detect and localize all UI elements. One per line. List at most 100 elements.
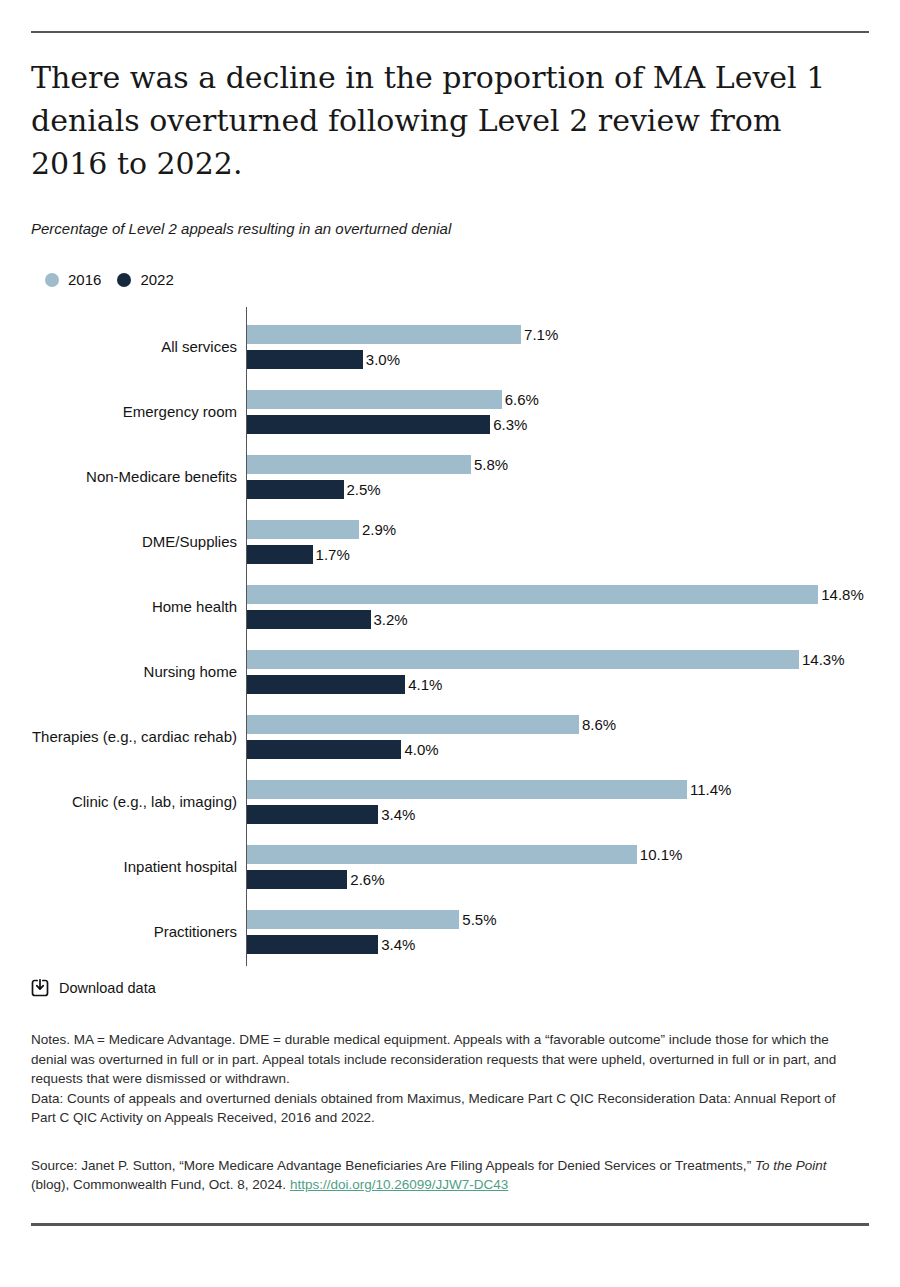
- bar-line: 1.7%: [247, 545, 869, 564]
- category-label: Inpatient hospital: [31, 858, 246, 875]
- value-label: 11.4%: [690, 781, 731, 798]
- bar-group: 14.3% 4.1%: [246, 650, 869, 694]
- category-label: Clinic (e.g., lab, imaging): [31, 793, 246, 810]
- bar-2016: [247, 520, 359, 539]
- value-label: 4.1%: [408, 676, 442, 693]
- value-label: 3.4%: [381, 806, 415, 823]
- bar-group: 5.5%3.4%: [246, 910, 869, 954]
- bar-2022: [247, 480, 344, 499]
- source-block: Source: Janet P. Sutton, “More Medicare …: [31, 1156, 853, 1195]
- legend-label-2022: 2022: [140, 271, 173, 288]
- source-link[interactable]: https://doi.org/10.26099/JJW7-DC43: [290, 1177, 508, 1192]
- download-label: Download data: [59, 980, 156, 996]
- chart-row: Clinic (e.g., lab, imaging) 11.4% 3.4%: [31, 769, 869, 834]
- bar-2022: [247, 415, 490, 434]
- legend-item-2022: 2022: [117, 271, 173, 288]
- bar-2016: [247, 780, 687, 799]
- bar-2016: [247, 455, 471, 474]
- chart-row: Nursing home 14.3% 4.1%: [31, 639, 869, 704]
- value-label: 2.6%: [350, 871, 384, 888]
- value-label: 8.6%: [582, 716, 616, 733]
- value-label: 3.4%: [381, 936, 415, 953]
- page-title-line: 2016 to 2022.: [31, 142, 869, 185]
- bar-line: 4.0%: [247, 740, 869, 759]
- chart-axis: [246, 307, 247, 966]
- value-label: 3.2%: [374, 611, 408, 628]
- value-label: 4.0%: [404, 741, 438, 758]
- value-label: 3.0%: [366, 351, 400, 368]
- value-label: 14.3%: [802, 651, 845, 668]
- value-label: 1.7%: [316, 546, 350, 563]
- category-label: Therapies (e.g., cardiac rehab): [31, 728, 246, 745]
- notes-block: Notes. MA = Medicare Advantage. DME = du…: [31, 1030, 853, 1128]
- bar-2022: [247, 870, 347, 889]
- bar-2016: [247, 845, 637, 864]
- legend-dot-2016: [45, 273, 59, 287]
- value-label: 2.5%: [347, 481, 381, 498]
- bar-2022: [247, 675, 405, 694]
- bar-2016: [247, 585, 818, 604]
- source-italic: To the Point: [755, 1158, 827, 1173]
- chart-subtitle: Percentage of Level 2 appeals resulting …: [31, 220, 869, 237]
- value-label: 5.8%: [474, 456, 508, 473]
- bar-line: 2.6%: [247, 870, 869, 889]
- category-label: Nursing home: [31, 663, 246, 680]
- value-label: 6.3%: [493, 416, 527, 433]
- value-label: 2.9%: [362, 521, 396, 538]
- bar-group: 6.6% 6.3%: [246, 390, 869, 434]
- chart-legend: 2016 2022: [31, 271, 869, 288]
- value-label: 7.1%: [524, 326, 558, 343]
- page-title-line: denials overturned following Level 2 rev…: [31, 99, 869, 142]
- bar-chart: All services7.1%3.0%Emergency room6.6%6.…: [31, 307, 869, 966]
- chart-row: Non-Medicare benefits 5.8% 2.5%: [31, 444, 869, 509]
- category-label: Practitioners: [31, 923, 246, 940]
- chart-row: DME/Supplies 2.9% 1.7%: [31, 509, 869, 574]
- chart-row: Home health14.8% 3.2%: [31, 574, 869, 639]
- source-text-2: (blog), Commonwealth Fund, Oct. 8, 2024.: [31, 1177, 290, 1192]
- page-title-line: There was a decline in the proportion of…: [31, 56, 869, 99]
- bar-line: 5.8%: [247, 455, 869, 474]
- bar-line: 6.3%: [247, 415, 869, 434]
- chart-rows: All services7.1%3.0%Emergency room6.6%6.…: [31, 314, 869, 964]
- bar-2016: [247, 325, 521, 344]
- bar-group: 10.1% 2.6%: [246, 845, 869, 889]
- bar-2016: [247, 715, 579, 734]
- bar-line: 3.0%: [247, 350, 869, 369]
- bar-group: 8.6% 4.0%: [246, 715, 869, 759]
- chart-row: Inpatient hospital 10.1% 2.6%: [31, 834, 869, 899]
- value-label: 10.1%: [640, 846, 683, 863]
- bar-line: 3.2%: [247, 610, 869, 629]
- category-label: Home health: [31, 598, 246, 615]
- value-label: 6.6%: [505, 391, 539, 408]
- bar-group: 2.9% 1.7%: [246, 520, 869, 564]
- category-label: Non-Medicare benefits: [31, 468, 246, 485]
- top-rule: [31, 31, 869, 33]
- download-icon: [31, 979, 49, 997]
- chart-row: Emergency room6.6%6.3%: [31, 379, 869, 444]
- chart-row: Practitioners5.5%3.4%: [31, 899, 869, 964]
- data-note-text: Data: Counts of appeals and overturned d…: [31, 1089, 853, 1128]
- legend-item-2016: 2016: [45, 271, 101, 288]
- chart-row: Therapies (e.g., cardiac rehab) 8.6% 4.0%: [31, 704, 869, 769]
- bar-2016: [247, 650, 799, 669]
- legend-dot-2022: [117, 273, 131, 287]
- bar-line: 6.6%: [247, 390, 869, 409]
- bar-2022: [247, 935, 378, 954]
- download-data-button[interactable]: Download data: [31, 979, 869, 997]
- legend-label-2016: 2016: [68, 271, 101, 288]
- category-label: DME/Supplies: [31, 533, 246, 550]
- bar-2022: [247, 545, 313, 564]
- bar-line: 14.8%: [247, 585, 869, 604]
- bar-line: 3.4%: [247, 805, 869, 824]
- bar-2016: [247, 910, 459, 929]
- notes-text: Notes. MA = Medicare Advantage. DME = du…: [31, 1030, 853, 1089]
- bar-line: 7.1%: [247, 325, 869, 344]
- bar-group: 7.1% 3.0%: [246, 325, 869, 369]
- bar-group: 11.4% 3.4%: [246, 780, 869, 824]
- bar-line: 8.6%: [247, 715, 869, 734]
- bar-group: 14.8% 3.2%: [246, 585, 869, 629]
- bar-line: 10.1%: [247, 845, 869, 864]
- bar-line: 2.9%: [247, 520, 869, 539]
- bar-2022: [247, 805, 378, 824]
- bar-2022: [247, 740, 401, 759]
